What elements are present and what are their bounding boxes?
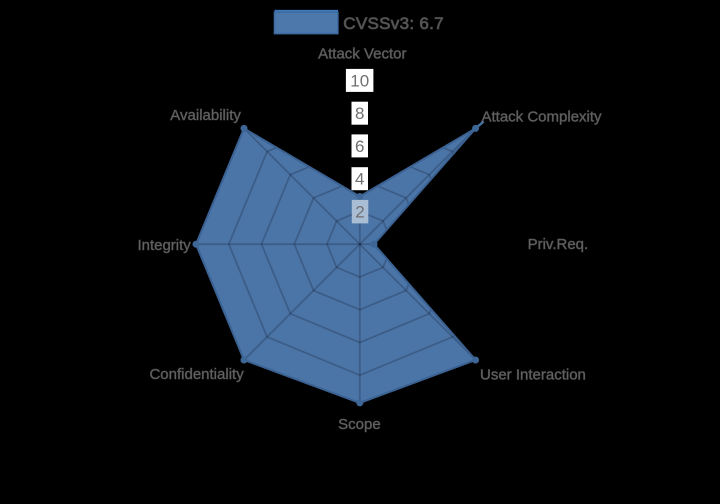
svg-text:Scope: Scope [338,416,381,433]
svg-text:10: 10 [350,71,369,90]
svg-text:User Interaction: User Interaction [480,366,586,383]
svg-text:Attack Vector: Attack Vector [318,46,406,63]
svg-text:8: 8 [355,104,364,123]
svg-text:Integrity: Integrity [137,237,191,254]
svg-text:Attack Complexity: Attack Complexity [482,108,603,125]
svg-text:Availability: Availability [170,107,241,124]
svg-text:Confidentiality: Confidentiality [149,366,244,383]
svg-text:CVSSv3: 6.7: CVSSv3: 6.7 [343,14,444,33]
svg-text:4: 4 [355,170,364,189]
svg-text:Priv.Req.: Priv.Req. [528,236,589,253]
svg-text:6: 6 [355,137,364,156]
svg-text:2: 2 [355,203,364,222]
